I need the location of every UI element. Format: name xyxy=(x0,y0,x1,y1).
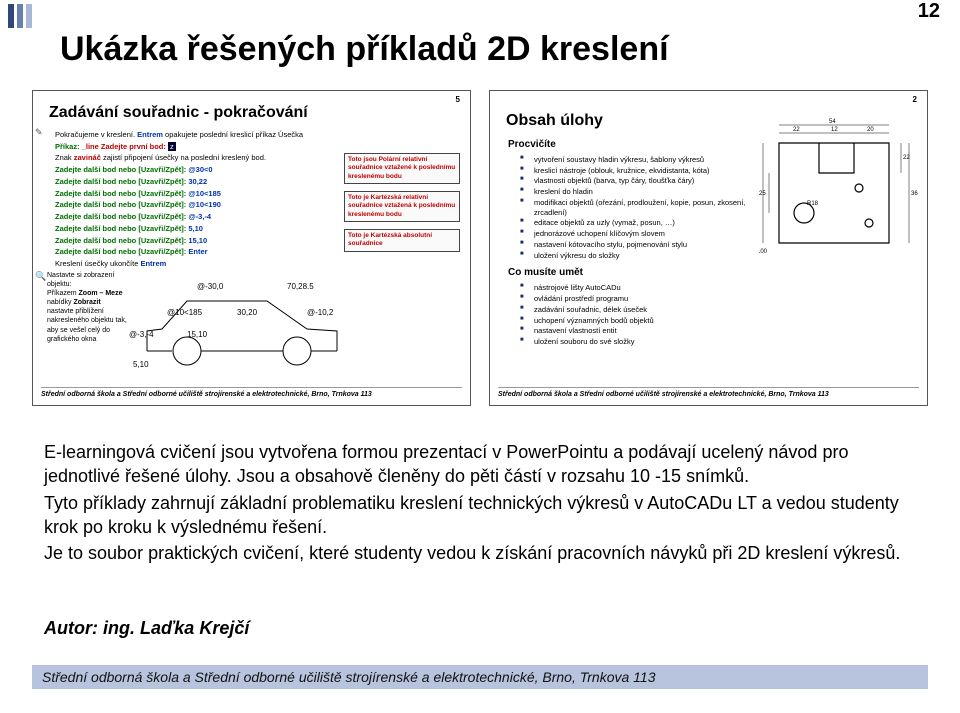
d-hto: 36 xyxy=(911,191,918,197)
sl-line2: Příkaz: _line Zadejte první bod: z xyxy=(55,142,462,152)
sr2-i4: nastavení vlastností entit xyxy=(524,326,748,336)
sr1-i8: uložení výkresu do složky xyxy=(524,251,748,261)
sr1-i5: editace objektů za uzly (vymaž, posun, …… xyxy=(524,218,748,228)
sl-line1: Pokračujeme v kreslení. Entrem opakujete… xyxy=(55,130,462,140)
d-ht: 22 xyxy=(903,155,910,161)
lbl-f: @-3,-4 xyxy=(129,330,154,339)
annot-cart-abs: Toto je Kartézská absolutní souřadnice xyxy=(344,229,460,252)
page-title: Ukázka řešených příkladů 2D kreslení xyxy=(60,30,669,69)
tech-drawing: 54 22 12 20 22 36 R18 25 100 xyxy=(759,113,919,263)
sr2-i3: uchopení významných bodů objektů xyxy=(524,316,748,326)
zoom-icon: 🔍 xyxy=(35,271,45,281)
sr1-i3: kreslení do hladin xyxy=(524,187,748,197)
pencil-icon: ✎ xyxy=(35,127,45,137)
sr-sub2: Co musíte umět xyxy=(508,266,748,279)
accent-bars xyxy=(8,4,32,28)
sr1-i2: vlastnosti objektů (barva, typ čáry, tlo… xyxy=(524,176,748,186)
sr2-i1: ovládání prostředí programu xyxy=(524,294,748,304)
d-tl: 22 xyxy=(793,127,800,133)
sr1-i6: jednorázové uchopení klíčovým slovem xyxy=(524,229,748,239)
lbl-a: @-30,0 xyxy=(197,282,224,291)
sr-sub1: Procvičíte xyxy=(508,138,748,151)
slides-row: 5 Zadávání souřadnic - pokračování ✎ 🔍 P… xyxy=(32,90,928,406)
lbl-g: 15,10 xyxy=(187,330,208,339)
lbl-d: 30,20 xyxy=(237,308,258,317)
lbl-c: @10<185 xyxy=(167,308,203,317)
zoom-text-block: Nastavte si zobrazení objektu: Příkazem … xyxy=(47,271,135,344)
slide-left-num: 5 xyxy=(456,95,460,105)
sr2-i2: zadávání souřadnic, délek úseček xyxy=(524,305,748,315)
lbl-b: 70,28.5 xyxy=(287,282,314,291)
sl-close: Kreslení úsečky ukončíte Entrem xyxy=(55,259,462,269)
body-p1: E-learningová cvičení jsou vytvořena for… xyxy=(44,440,916,489)
d-tr: 20 xyxy=(867,127,874,133)
sr2-i5: uložení souboru do své složky xyxy=(524,337,748,347)
footer-bar: Střední odborná škola a Střední odborné … xyxy=(32,665,928,689)
sr2-i0: nástrojové lišty AutoCADu xyxy=(524,283,748,293)
sr1-i4: modifikaci objektů (ořezání, prodloužení… xyxy=(524,198,748,218)
sr1-i7: nastavení kótovacího stylu, pojmenování … xyxy=(524,240,748,250)
car-diagram: @-30,0 70,28.5 @10<185 30,20 @-10,2 @-3,… xyxy=(127,271,357,371)
d-hm: 25 xyxy=(759,191,766,197)
page-number: 12 xyxy=(918,0,940,23)
lbl-e: @-10,2 xyxy=(307,308,334,317)
accent-bar-3 xyxy=(26,4,32,28)
accent-bar-1 xyxy=(8,4,14,28)
body-p2: Tyto příklady zahrnují základní problema… xyxy=(44,491,916,540)
slide-left-footer: Střední odborná škola a Střední odborné … xyxy=(41,387,462,399)
slide-right-footer: Střední odborná škola a Střední odborné … xyxy=(498,387,919,399)
annot-cart-rel: Toto je Kartézská relativní souřadnice v… xyxy=(344,191,460,222)
d-r: R18 xyxy=(807,201,819,207)
slide-left: 5 Zadávání souřadnic - pokračování ✎ 🔍 P… xyxy=(32,90,471,406)
slide-right-num: 2 xyxy=(913,95,917,105)
body-p3: Je to soubor praktických cvičení, které … xyxy=(44,541,916,565)
lbl-h: 5,10 xyxy=(133,360,149,369)
body-text: E-learningová cvičení jsou vytvořena for… xyxy=(44,440,916,567)
sr1-i0: vytvoření soustavy hladin výkresu, šablo… xyxy=(524,155,748,165)
d-tm: 12 xyxy=(831,127,838,133)
d-top: 54 xyxy=(829,119,836,125)
sr1-i1: kreslicí nástroje (oblouk, kružnice, ekv… xyxy=(524,166,748,176)
annot-polar: Toto jsou Polární relativní souřadnice v… xyxy=(344,153,460,184)
accent-bar-2 xyxy=(17,4,23,28)
slide-left-title: Zadávání souřadnic - pokračování xyxy=(49,103,462,124)
author-line: Autor: ing. Laďka Krejčí xyxy=(44,618,249,639)
d-ha: 100 xyxy=(759,249,768,255)
slide-right: 2 Obsah úlohy Procvičíte vytvoření soust… xyxy=(489,90,928,406)
